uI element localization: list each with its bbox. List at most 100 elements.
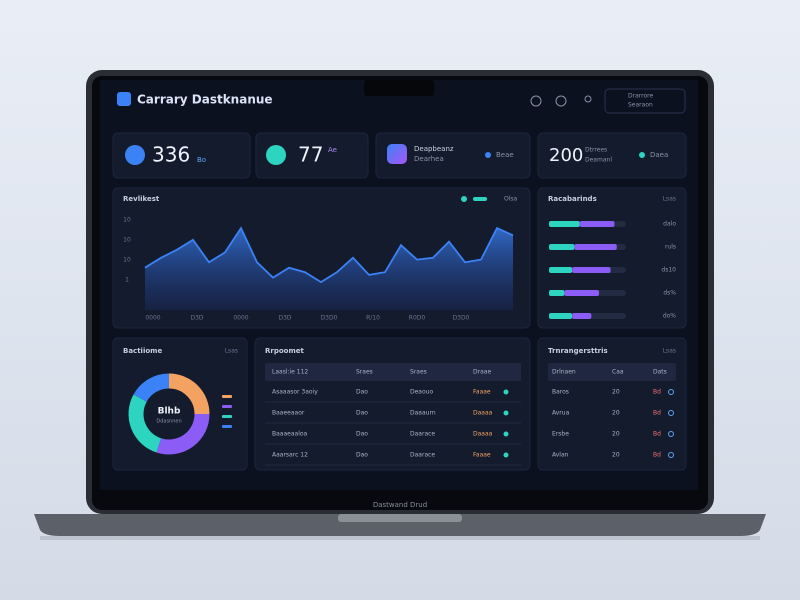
status-dot [485, 152, 491, 158]
table-header: Sraes [356, 369, 373, 376]
table-cell: Faaae [473, 452, 491, 459]
stat-card [112, 132, 251, 179]
table-cell: Dao [356, 431, 368, 438]
stat-value: Deapbeanz [414, 145, 454, 153]
logo [117, 92, 131, 106]
progress-label: ds% [663, 290, 676, 297]
stat-label: Bo [197, 156, 206, 164]
table-cell: Daarace [410, 452, 435, 459]
area-fill [145, 228, 513, 310]
progress-panel [537, 187, 687, 329]
donut-segment [128, 394, 162, 453]
laptop-base [34, 514, 766, 536]
chart-legend: Olsa [504, 196, 518, 203]
laptop-label: Dastwand Drud [373, 501, 427, 509]
status-dot [639, 152, 645, 158]
area-line [144, 226, 514, 284]
table-cell: Ersbe [552, 431, 569, 438]
panel-tag: Lsas [663, 196, 676, 203]
table-cell: 20 [612, 452, 620, 459]
stat-tag: Daea [650, 151, 668, 159]
x-axis-label: 0000 [233, 315, 248, 322]
panel-title: Trnrangersttris [548, 347, 608, 355]
x-axis-label: R0D0 [409, 315, 426, 322]
stat-icon [125, 145, 145, 165]
x-axis-label: D3D [278, 315, 291, 322]
panel-title: Bactiiome [123, 347, 162, 355]
progress-segment [572, 313, 592, 319]
table-cell: 20 [612, 431, 620, 438]
icon [530, 95, 542, 107]
progress-segment [574, 244, 617, 250]
icon [584, 95, 592, 103]
table-header: Dats [653, 369, 667, 376]
stat-card [537, 132, 687, 179]
donut-segment [133, 373, 170, 403]
stat-card [375, 132, 531, 179]
hinge [338, 514, 462, 522]
table-cell: Faaae [473, 389, 491, 396]
progress-segment [549, 267, 573, 273]
table-cell: Bd [653, 452, 661, 459]
donut-segment [156, 413, 210, 455]
panel-tag: Lsas [225, 348, 238, 355]
y-axis-label: 10 [123, 237, 131, 244]
x-axis-label: R/10 [366, 315, 380, 322]
x-axis-label: D3D0 [321, 315, 338, 322]
stat-icon [266, 145, 286, 165]
menu-item: Searaon [628, 102, 653, 109]
table-cell: Daaaa [473, 410, 493, 417]
status-dot [503, 410, 509, 416]
progress-segment [579, 221, 615, 227]
legend-swatch [222, 405, 232, 408]
table-cell: Avlan [552, 452, 569, 459]
stat-label: Ae [328, 146, 337, 154]
legend-dot [461, 196, 467, 202]
donut-center-sub: Ddasnnen [156, 419, 181, 425]
stat-label: Dtrrees [585, 147, 607, 154]
table-cell: Baaaeaaloa [272, 431, 308, 438]
progress-segment [549, 244, 575, 250]
status-dot [503, 431, 509, 437]
table-cell: 20 [612, 410, 620, 417]
base-shadow [40, 536, 760, 540]
legend-swatch [222, 425, 232, 428]
donut-segment [168, 373, 210, 415]
user-box [604, 88, 686, 114]
stat-card [255, 132, 369, 179]
side-table-panel [537, 337, 687, 471]
progress-segment [549, 313, 573, 319]
table-header-bg [548, 363, 676, 381]
table-header: Draae [473, 369, 491, 376]
stat-sub: Deamanl [585, 157, 612, 164]
table-header: Caa [612, 369, 624, 376]
table-cell: Bd [653, 389, 661, 396]
table-cell: Dao [356, 389, 368, 396]
table-cell: Baaeeaaor [272, 410, 305, 417]
progress-segment [572, 267, 611, 273]
progress-segment [549, 290, 565, 296]
table-cell: Asaaasor 3aoiy [272, 389, 318, 396]
table-header: Sraes [410, 369, 427, 376]
table-cell: Bd [653, 410, 661, 417]
table-header: Drlnaen [552, 369, 576, 376]
legend-swatch [222, 395, 232, 398]
table-cell: Bd [653, 431, 661, 438]
stat-icon [387, 144, 407, 164]
table-cell: Daaaurn [410, 410, 436, 417]
stat-value: 77 [298, 143, 323, 167]
table-panel [254, 337, 531, 471]
x-axis-label: D3D0 [453, 315, 470, 322]
notch [364, 80, 434, 96]
table-cell: Baros [552, 389, 569, 396]
legend-swatch [473, 197, 487, 201]
panel-title: Rrpoomet [265, 347, 305, 355]
table-cell: Aaarsarc 12 [272, 452, 308, 459]
x-axis-label: D3D [190, 315, 203, 322]
stat-value: 336 [152, 143, 190, 167]
y-axis-label: 1 [125, 277, 129, 284]
donut-center: Blhb [158, 407, 181, 417]
progress-segment [564, 290, 600, 296]
